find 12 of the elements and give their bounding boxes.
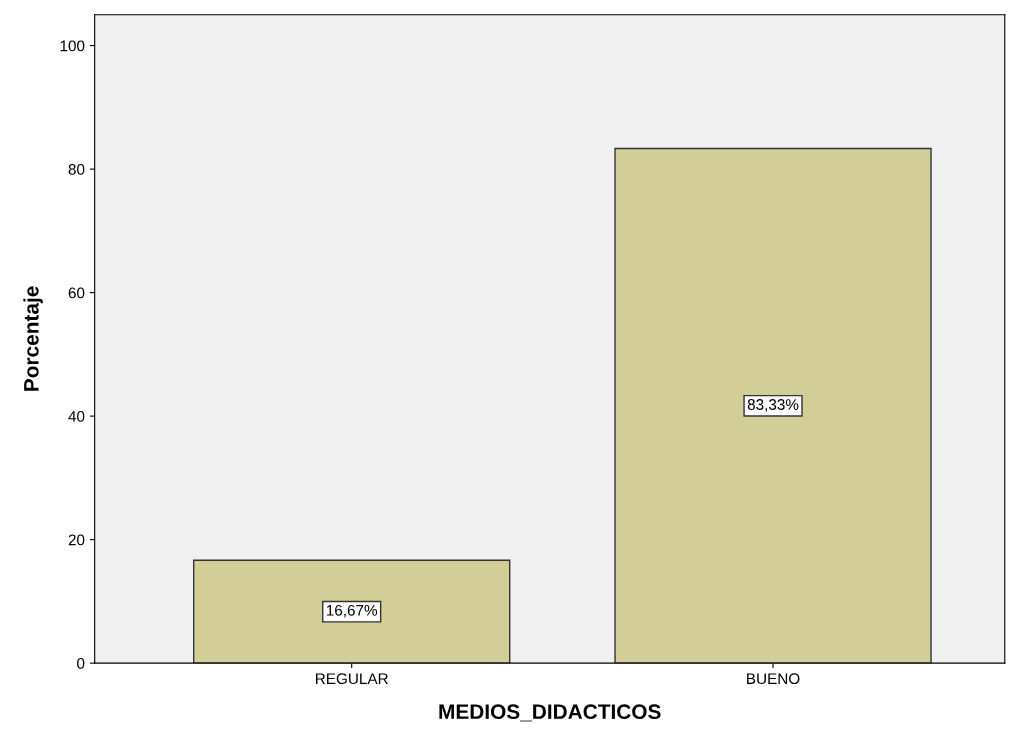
y-tick-label: 100 [60,40,85,52]
y-tick-label: 20 [68,534,85,546]
x-tick-label: REGULAR [316,673,388,685]
x-axis-title: MEDIOS_DIDACTICOS [439,704,661,722]
y-axis-title: Porcentaje [23,286,43,391]
data-label: 16,67% [326,604,378,618]
y-tick-label: 0 [77,658,85,669]
x-tick-label: BUENO [747,673,800,685]
data-label: 83,33% [747,399,799,412]
y-tick-label: 60 [68,287,85,299]
y-tick-label: 40 [68,410,85,422]
y-tick-label: 80 [68,163,85,175]
